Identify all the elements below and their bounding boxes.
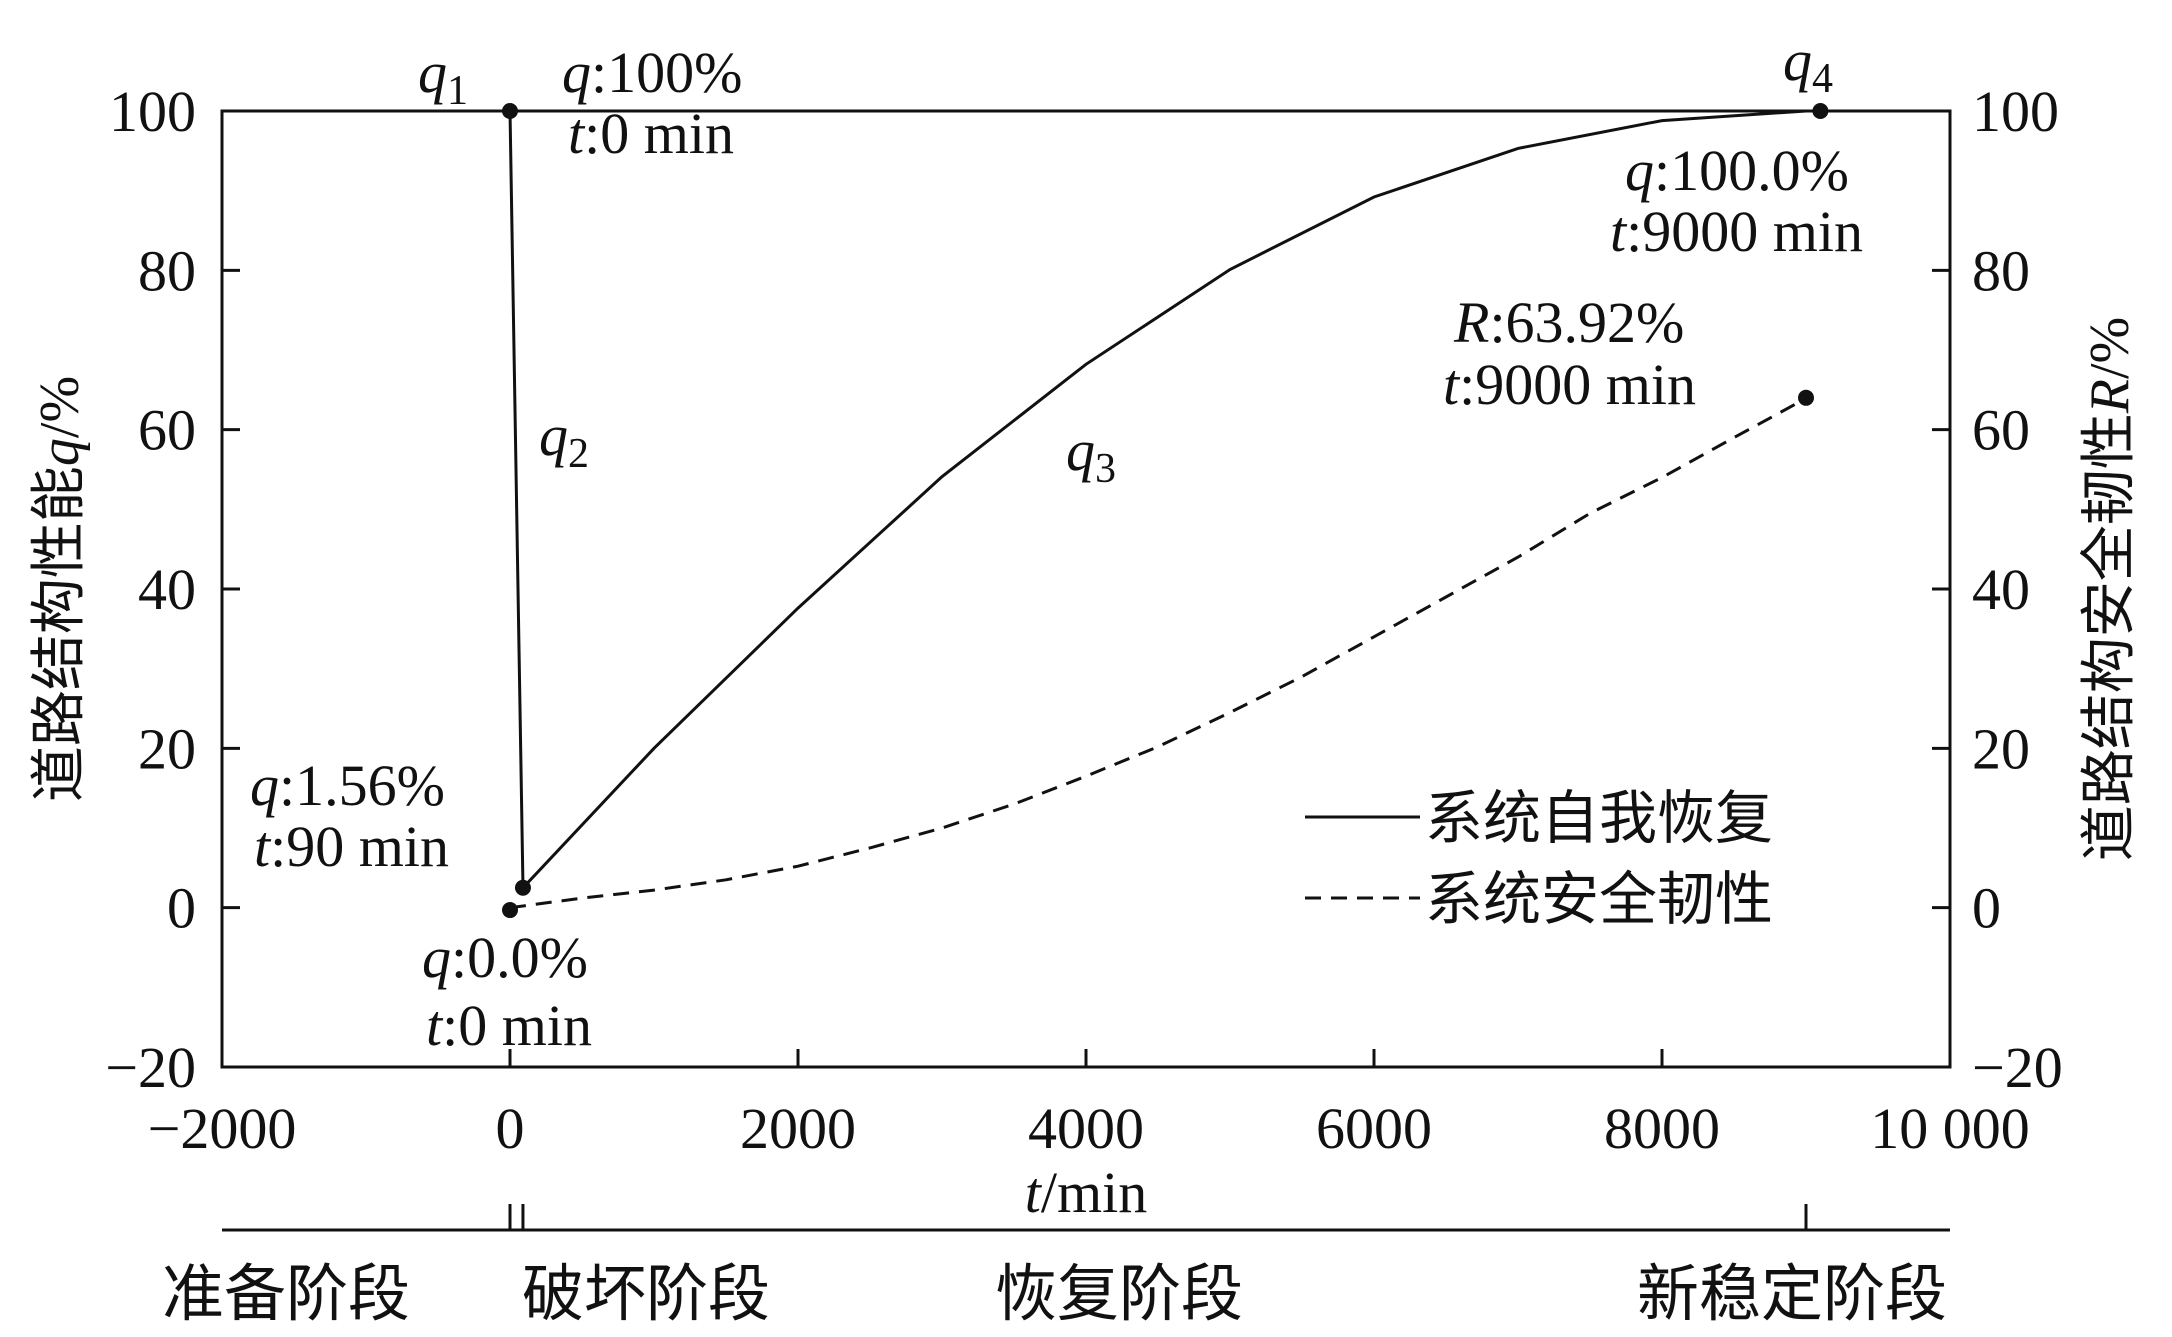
y-tick-label-left: −20 <box>105 1035 196 1100</box>
y-axis-left-ticks: −20 0 20 40 60 80 100 <box>105 79 240 1100</box>
y-tick-label-left: 0 <box>167 876 196 941</box>
annotation-low-left-t: t:90 min <box>254 814 449 879</box>
annotation-bottom-q: q:0.0% <box>422 925 588 990</box>
y-tick-label-right: 80 <box>1972 238 2030 303</box>
y-axis-right-ticks: −20 0 20 40 60 80 100 <box>1932 79 2063 1100</box>
data-point-marker <box>514 879 531 896</box>
y-tick-label-left: 60 <box>138 398 196 463</box>
x-tick-label: 10 000 <box>1870 1096 2030 1161</box>
x-axis-title: t/min <box>1025 1160 1147 1225</box>
curve-label-q1-sub: 1 <box>447 68 468 114</box>
curve-label-q3-sub: 3 <box>1095 446 1116 492</box>
y-tick-label-right: 0 <box>1972 876 2001 941</box>
annotation-bottom-t: t:0 min <box>426 993 592 1058</box>
annotation-top-right-q: q:100.0% <box>1625 138 1849 203</box>
y-tick-label-right: 100 <box>1972 79 2059 144</box>
stage-label-recovery: 恢复阶段 <box>995 1257 1243 1330</box>
curve-label-q2: q2 <box>539 403 589 477</box>
x-tick-label: 6000 <box>1316 1096 1432 1161</box>
y-tick-label-left: 80 <box>138 238 196 303</box>
annotation-top-left-q: q:100% <box>562 40 742 105</box>
data-point-marker <box>1812 103 1829 119</box>
curve-label-q4: q4 <box>1783 28 1833 102</box>
annotation-resilience-t: t:9000 min <box>1443 352 1696 417</box>
y-tick-label-right: 60 <box>1972 398 2030 463</box>
x-tick-label: 4000 <box>1028 1096 1144 1161</box>
y-tick-label-right: −20 <box>1972 1035 2063 1100</box>
x-tick-label: −2000 <box>148 1096 297 1161</box>
series-line-resilience <box>509 397 1807 910</box>
curve-label-q1: q1 <box>418 40 468 114</box>
annotation-resilience-r: R:63.92% <box>1453 290 1684 355</box>
stage-boundary-ticks <box>508 1204 1808 1230</box>
y-tick-label-left: 40 <box>138 557 196 622</box>
stage-label-new-stable: 新稳定阶段 <box>1637 1257 1947 1330</box>
stage-label-preparation: 准备阶段 <box>162 1257 410 1330</box>
y-tick-label-right: 20 <box>1972 716 2030 781</box>
x-axis-ticks: −2000 0 2000 4000 6000 8000 10 000 <box>148 1049 2030 1161</box>
stage-label-damage: 破坏阶段 <box>522 1257 770 1330</box>
annotation-top-left-t: t:0 min <box>568 101 734 166</box>
legend-label-resilience: 系统安全韧性 <box>1425 865 1773 933</box>
legend-label-recovery: 系统自我恢复 <box>1425 784 1773 852</box>
annotation-low-left-q: q:1.56% <box>250 753 445 818</box>
stage-timeline: 准备阶段 破坏阶段 恢复阶段 新稳定阶段 <box>162 1204 1950 1330</box>
annotation-top-right-t: t:9000 min <box>1610 199 1863 264</box>
y-axis-right-title: 道路结构安全韧性R/% <box>2077 317 2142 861</box>
data-point-marker <box>502 103 518 119</box>
data-point-marker <box>1798 389 1814 406</box>
y-tick-label-left: 20 <box>138 716 196 781</box>
marker-layer <box>502 103 1829 919</box>
x-tick-label: 2000 <box>740 1096 856 1161</box>
y-tick-label-right: 40 <box>1972 557 2030 622</box>
legend: 系统自我恢复 系统安全韧性 <box>1305 784 1773 933</box>
data-point-marker <box>502 902 518 919</box>
y-tick-label-left: 100 <box>109 79 196 144</box>
curve-label-q4-sub: 4 <box>1812 56 1833 102</box>
x-tick-label: 8000 <box>1604 1096 1720 1161</box>
x-tick-label: 0 <box>496 1096 525 1161</box>
curve-label-q3: q3 <box>1066 418 1116 492</box>
curve-label-q2-sub: 2 <box>568 431 589 477</box>
y-axis-left-title: 道路结构性能q/% <box>27 376 92 802</box>
